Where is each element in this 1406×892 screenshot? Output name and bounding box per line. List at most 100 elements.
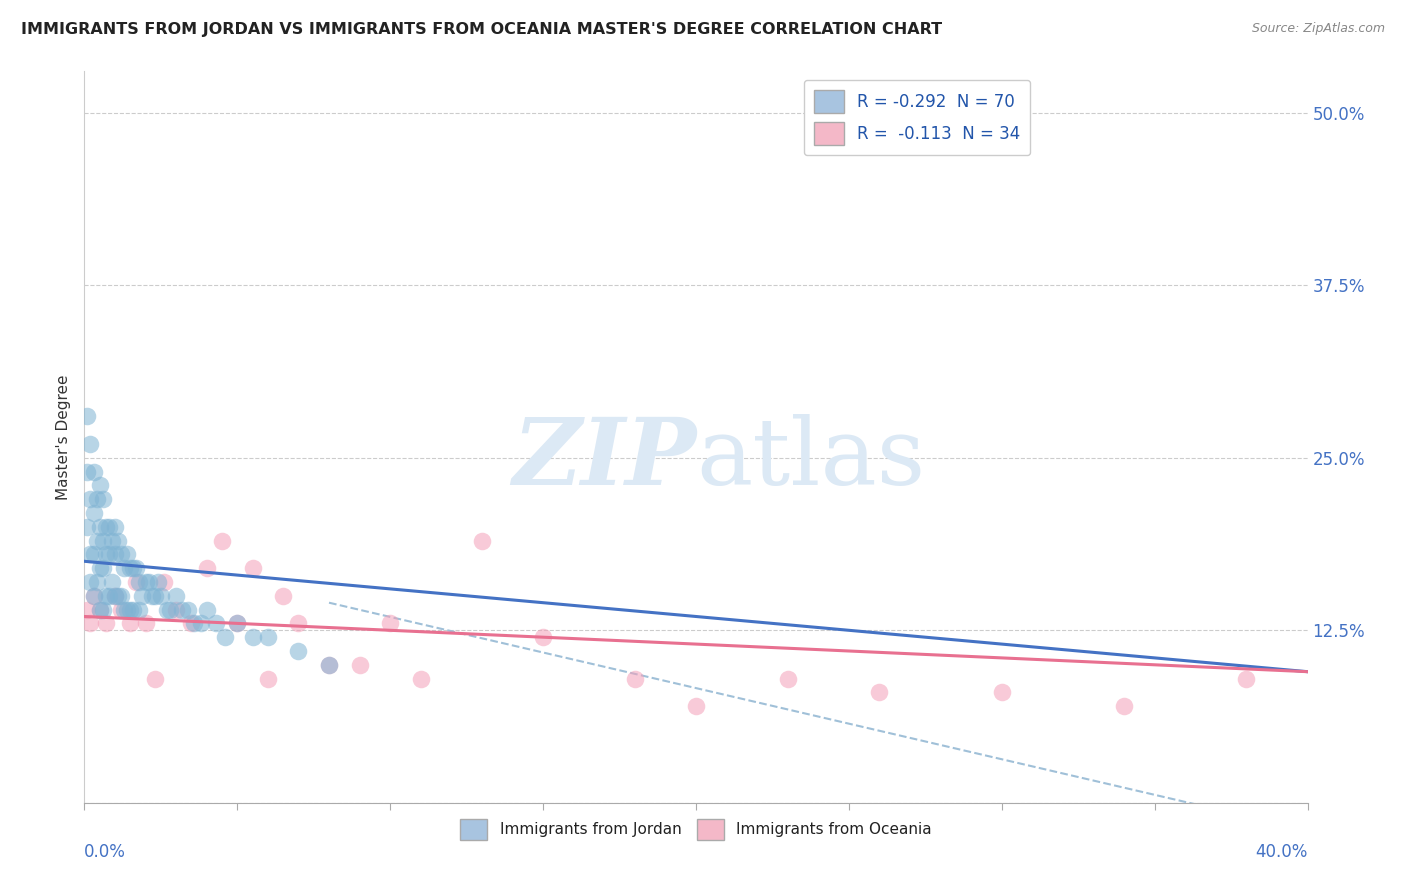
Point	[1114, 699, 1136, 714]
Point	[149, 589, 172, 603]
Point	[138, 574, 160, 589]
Point	[143, 672, 166, 686]
Point	[79, 616, 101, 631]
Point	[120, 561, 142, 575]
Point	[115, 602, 138, 616]
Point	[107, 589, 129, 603]
Point	[89, 478, 111, 492]
Point	[86, 492, 108, 507]
Point	[135, 574, 157, 589]
Point	[104, 589, 127, 603]
Point	[110, 602, 132, 616]
Point	[159, 602, 181, 616]
Legend: Immigrants from Jordan, Immigrants from Oceania: Immigrants from Jordan, Immigrants from …	[454, 813, 938, 847]
Point	[183, 616, 205, 631]
Text: atlas: atlas	[696, 414, 925, 504]
Point	[991, 685, 1014, 699]
Point	[91, 492, 114, 507]
Point	[86, 574, 108, 589]
Point	[1236, 672, 1258, 686]
Point	[83, 589, 105, 603]
Point	[287, 644, 309, 658]
Text: 40.0%: 40.0%	[1256, 843, 1308, 861]
Point	[107, 533, 129, 548]
Point	[97, 589, 120, 603]
Point	[83, 548, 105, 562]
Point	[94, 589, 117, 603]
Point	[104, 520, 127, 534]
Point	[685, 699, 707, 714]
Point	[110, 589, 132, 603]
Point	[112, 602, 135, 616]
Point	[76, 409, 98, 424]
Point	[83, 506, 105, 520]
Point	[104, 589, 127, 603]
Point	[156, 602, 179, 616]
Point	[125, 561, 148, 575]
Point	[165, 589, 187, 603]
Point	[869, 685, 891, 699]
Point	[318, 657, 340, 672]
Point	[79, 574, 101, 589]
Point	[122, 602, 145, 616]
Point	[89, 520, 111, 534]
Point	[104, 548, 127, 562]
Point	[195, 602, 218, 616]
Point	[76, 602, 98, 616]
Point	[146, 574, 169, 589]
Point	[205, 616, 228, 631]
Point	[271, 589, 294, 603]
Point	[83, 589, 105, 603]
Point	[110, 548, 132, 562]
Point	[91, 533, 114, 548]
Point	[153, 574, 176, 589]
Text: ZIP: ZIP	[512, 414, 696, 504]
Point	[101, 533, 124, 548]
Point	[226, 616, 249, 631]
Point	[211, 533, 233, 548]
Point	[165, 602, 187, 616]
Point	[115, 548, 138, 562]
Point	[94, 548, 117, 562]
Point	[120, 616, 142, 631]
Point	[214, 630, 236, 644]
Point	[112, 561, 135, 575]
Point	[177, 602, 200, 616]
Point	[242, 630, 264, 644]
Text: Source: ZipAtlas.com: Source: ZipAtlas.com	[1251, 22, 1385, 36]
Point	[94, 520, 117, 534]
Point	[131, 589, 153, 603]
Point	[318, 657, 340, 672]
Point	[89, 602, 111, 616]
Point	[172, 602, 194, 616]
Point	[76, 465, 98, 479]
Point	[128, 574, 150, 589]
Point	[89, 561, 111, 575]
Point	[257, 630, 280, 644]
Point	[125, 574, 148, 589]
Point	[143, 589, 166, 603]
Point	[120, 602, 142, 616]
Point	[190, 616, 212, 631]
Point	[97, 548, 120, 562]
Point	[135, 616, 157, 631]
Point	[83, 465, 105, 479]
Point	[531, 630, 554, 644]
Point	[257, 672, 280, 686]
Point	[195, 561, 218, 575]
Point	[128, 602, 150, 616]
Point	[242, 561, 264, 575]
Point	[141, 589, 163, 603]
Point	[776, 672, 799, 686]
Point	[409, 672, 432, 686]
Point	[76, 520, 98, 534]
Point	[97, 520, 120, 534]
Point	[287, 616, 309, 631]
Point	[89, 602, 111, 616]
Point	[380, 616, 402, 631]
Point	[101, 574, 124, 589]
Point	[79, 548, 101, 562]
Text: 0.0%: 0.0%	[84, 843, 127, 861]
Point	[91, 561, 114, 575]
Text: IMMIGRANTS FROM JORDAN VS IMMIGRANTS FROM OCEANIA MASTER'S DEGREE CORRELATION CH: IMMIGRANTS FROM JORDAN VS IMMIGRANTS FRO…	[21, 22, 942, 37]
